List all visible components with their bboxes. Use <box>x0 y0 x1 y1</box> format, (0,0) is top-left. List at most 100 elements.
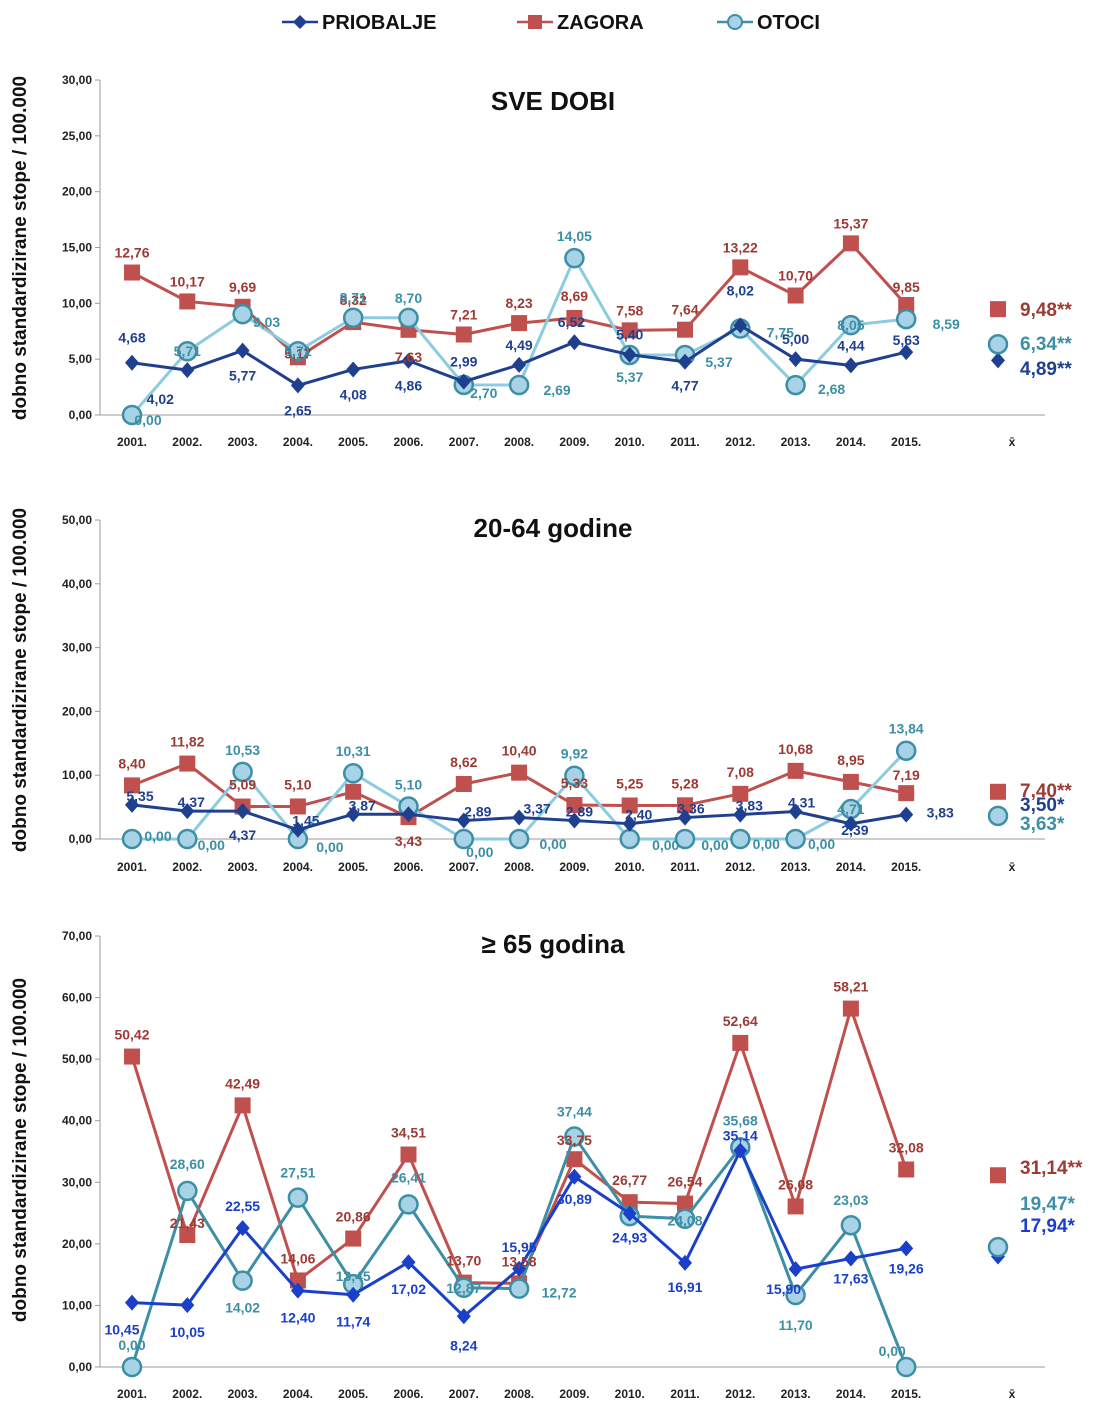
x-tick-label: 2011. <box>670 435 699 449</box>
data-label-zagora: 9,69 <box>229 279 256 295</box>
y-tick-label: 0,00 <box>69 1360 93 1374</box>
y-tick-label: 30,00 <box>62 73 92 87</box>
data-point-otoci <box>508 374 530 396</box>
data-label-otoci: 5,10 <box>395 776 422 792</box>
mean-marker-otoci <box>987 805 1009 827</box>
data-label-zagora: 10,17 <box>170 273 205 289</box>
x-tick-label: 2013. <box>781 860 811 874</box>
data-label-priobalje: 10,05 <box>170 1324 205 1340</box>
data-label-otoci: 0,00 <box>198 837 225 853</box>
data-point-priobalje <box>512 809 527 826</box>
data-point-priobalje <box>401 352 416 369</box>
data-point-priobalje <box>456 373 471 390</box>
data-point-zagora <box>124 264 140 281</box>
x-tick-label: 2014. <box>836 1387 866 1401</box>
data-label-priobalje: 10,45 <box>104 1322 139 1338</box>
x-tick-label: 2012. <box>725 1387 755 1401</box>
data-label-zagora: 7,64 <box>671 302 698 318</box>
data-point-zagora <box>677 1195 693 1212</box>
x-tick-label: 2009. <box>559 1387 589 1401</box>
data-point-otoci <box>232 303 253 325</box>
data-label-zagora: 34,51 <box>391 1125 426 1141</box>
data-label-priobalje: 4,08 <box>340 386 367 402</box>
data-point-priobalje <box>567 812 582 829</box>
data-label-zagora: 7,21 <box>450 306 477 322</box>
data-point-priobalje <box>456 812 471 829</box>
data-label-zagora: 8,32 <box>340 292 367 308</box>
data-label-otoci: 27,51 <box>280 1165 315 1181</box>
data-label-zagora: 21,43 <box>170 1215 205 1231</box>
data-label-otoci: 0,00 <box>539 836 566 852</box>
y-tick-label: 10,00 <box>62 768 92 782</box>
data-point-otoci <box>177 1180 198 1202</box>
data-point-zagora <box>345 1230 362 1247</box>
x-tick-label: 2009. <box>559 860 589 874</box>
data-point-zagora <box>566 796 583 813</box>
data-point-priobalje <box>512 1260 527 1277</box>
data-label-priobalje: 5,40 <box>616 327 643 343</box>
data-point-priobalje <box>678 353 692 370</box>
data-label-zagora: 33,75 <box>557 1132 592 1148</box>
x-tick-label: 2010. <box>615 860 645 874</box>
legend-marker <box>528 15 542 29</box>
x-tick-label: 2010. <box>615 435 645 449</box>
x-tick-label: 2005. <box>338 1387 368 1401</box>
data-point-priobalje <box>235 342 250 359</box>
data-point-otoci <box>287 340 309 362</box>
data-point-priobalje <box>125 354 139 371</box>
data-point-otoci <box>564 1126 585 1147</box>
data-label-priobalje: 24,93 <box>612 1230 647 1246</box>
data-label-priobalje: 12,40 <box>280 1310 315 1326</box>
mean-markers: 17,94* 31,14** 19,47* <box>987 1158 1083 1265</box>
data-point-priobalje <box>622 815 637 832</box>
data-point-priobalje <box>456 1308 471 1325</box>
x-tick-label: 2015. <box>891 435 921 449</box>
data-point-priobalje <box>125 796 139 813</box>
mean-label-priobalje: 4,89** <box>1020 359 1072 380</box>
data-point-zagora <box>732 1034 749 1051</box>
data-label-priobalje: 2,89 <box>464 804 491 820</box>
data-label-otoci: 0,00 <box>753 836 780 852</box>
x-tick-label: 2011. <box>670 1387 699 1401</box>
series-priobalje <box>125 1142 914 1325</box>
data-point-zagora <box>345 783 362 800</box>
data-point-priobalje <box>678 1254 692 1271</box>
mean-markers: 3,50*7,40** 3,63* <box>987 781 1072 835</box>
data-label-priobalje: 5,35 <box>126 788 153 804</box>
data-point-priobalje <box>788 1261 803 1278</box>
chart-panel-2: 0,00 10,00 20,00 30,00 40,00 50,00 2001. 2002. 2… <box>10 508 1072 874</box>
data-label-priobalje: 8,02 <box>727 282 754 298</box>
x-tick-label: 2003. <box>228 435 258 449</box>
data-label-zagora: 8,62 <box>450 754 477 770</box>
y-axis-label: dobno standardizirane stope / 100.000 <box>10 978 31 1322</box>
data-label-zagora: 20,86 <box>336 1209 371 1225</box>
data-point-zagora <box>289 798 306 815</box>
data-point-priobalje <box>788 351 803 368</box>
data-point-priobalje <box>843 1250 858 1267</box>
data-label-priobalje: 3,87 <box>349 797 376 813</box>
data-label-otoci: 0,00 <box>701 837 728 853</box>
data-point-otoci <box>895 308 917 330</box>
data-point-zagora <box>511 764 528 781</box>
data-label-priobalje: 2,40 <box>625 807 652 823</box>
data-point-priobalje <box>899 344 914 361</box>
x-tick-label: 2004. <box>283 435 313 449</box>
data-point-otoci <box>508 1278 530 1299</box>
x-tick-label: 2013. <box>781 435 811 449</box>
x-tick-label: 2010. <box>615 1387 645 1401</box>
data-point-otoci <box>398 307 419 329</box>
mean-label-priobalje: 17,94* <box>1020 1216 1076 1237</box>
data-point-zagora <box>787 287 804 304</box>
x-tick-label: 2005. <box>338 860 368 874</box>
data-label-priobalje: 4,37 <box>229 827 256 843</box>
chart-title: SVE DOBI <box>491 86 615 116</box>
data-label-priobalje: 22,55 <box>225 1198 260 1214</box>
data-point-priobalje <box>512 356 527 373</box>
data-point-zagora <box>124 777 140 794</box>
data-label-priobalje: 30,89 <box>557 1191 592 1207</box>
series-priobalje <box>125 317 914 394</box>
data-point-priobalje <box>346 1286 361 1303</box>
data-point-zagora <box>898 297 915 314</box>
data-point-priobalje <box>788 803 803 820</box>
